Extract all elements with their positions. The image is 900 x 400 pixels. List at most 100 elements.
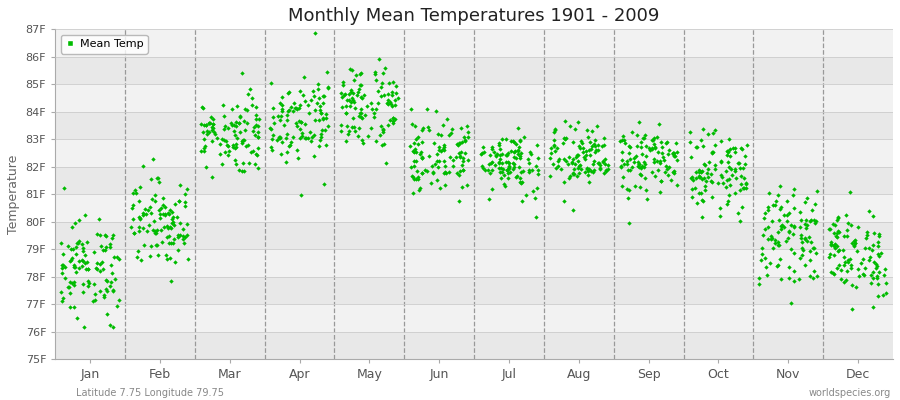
Point [637, 131, 652, 138]
Point [805, 206, 819, 213]
Point [144, 176, 158, 182]
Point [644, 147, 658, 153]
Point [567, 170, 581, 177]
Point [823, 251, 837, 258]
Point [420, 168, 435, 174]
Point [67, 282, 81, 288]
Point [173, 220, 187, 226]
Point [786, 231, 800, 238]
Point [770, 262, 785, 268]
Point [667, 150, 681, 156]
Point [623, 156, 637, 162]
Point [455, 167, 470, 173]
Point [707, 166, 722, 172]
Point [409, 136, 423, 142]
Point [171, 231, 185, 238]
Point [138, 206, 152, 212]
Point [627, 159, 642, 165]
Point [352, 125, 366, 131]
Point [409, 148, 423, 155]
Point [94, 259, 109, 266]
Point [353, 82, 367, 88]
Point [132, 215, 147, 221]
Point [806, 245, 820, 251]
Point [337, 78, 351, 85]
Point [296, 92, 310, 98]
Point [514, 180, 528, 187]
Point [67, 262, 81, 269]
Point [506, 160, 520, 166]
Point [878, 280, 893, 286]
Point [726, 144, 741, 151]
Point [578, 169, 592, 175]
Point [81, 266, 95, 272]
Point [356, 115, 370, 121]
Point [530, 167, 544, 173]
Point [524, 151, 538, 157]
Point [625, 164, 639, 170]
Point [287, 100, 302, 106]
Point [338, 110, 353, 116]
Point [867, 230, 881, 236]
Point [803, 218, 817, 225]
Point [522, 160, 536, 166]
Point [652, 158, 667, 164]
Point [226, 142, 240, 149]
Point [808, 201, 823, 207]
Point [431, 158, 446, 164]
Point [627, 155, 642, 161]
Point [497, 172, 511, 178]
Point [593, 166, 608, 172]
Point [586, 161, 600, 167]
Point [654, 178, 669, 184]
Point [368, 138, 382, 144]
Point [431, 130, 446, 137]
Point [149, 242, 164, 248]
Point [806, 275, 820, 281]
Point [781, 235, 796, 241]
Point [682, 128, 697, 135]
Point [547, 128, 562, 135]
Point [80, 238, 94, 245]
Point [450, 170, 464, 176]
Point [684, 153, 698, 160]
Point [842, 189, 857, 195]
Point [99, 286, 113, 292]
Point [849, 284, 863, 290]
Point [598, 156, 612, 162]
Point [374, 84, 388, 90]
Point [620, 161, 634, 167]
Point [579, 148, 593, 154]
Point [752, 275, 767, 282]
Point [289, 123, 303, 130]
Point [202, 120, 217, 126]
Point [90, 266, 104, 272]
Point [354, 110, 368, 116]
Point [774, 204, 788, 210]
Point [787, 250, 801, 256]
Point [216, 102, 230, 108]
Point [249, 152, 264, 158]
Point [503, 168, 517, 175]
Point [68, 304, 82, 310]
Point [63, 258, 77, 264]
Point [663, 176, 678, 183]
Point [375, 126, 390, 132]
Point [217, 112, 231, 119]
Point [732, 160, 746, 166]
Point [632, 164, 646, 170]
Point [434, 132, 448, 139]
Point [509, 174, 524, 180]
Point [229, 144, 243, 151]
Point [354, 114, 368, 120]
Point [696, 168, 710, 174]
Point [795, 217, 809, 224]
Point [221, 125, 236, 131]
Point [166, 219, 180, 226]
Point [558, 134, 572, 141]
Point [736, 184, 751, 191]
Title: Monthly Mean Temperatures 1901 - 2009: Monthly Mean Temperatures 1901 - 2009 [288, 7, 660, 25]
Point [281, 90, 295, 96]
Point [204, 138, 219, 144]
Point [104, 234, 119, 241]
